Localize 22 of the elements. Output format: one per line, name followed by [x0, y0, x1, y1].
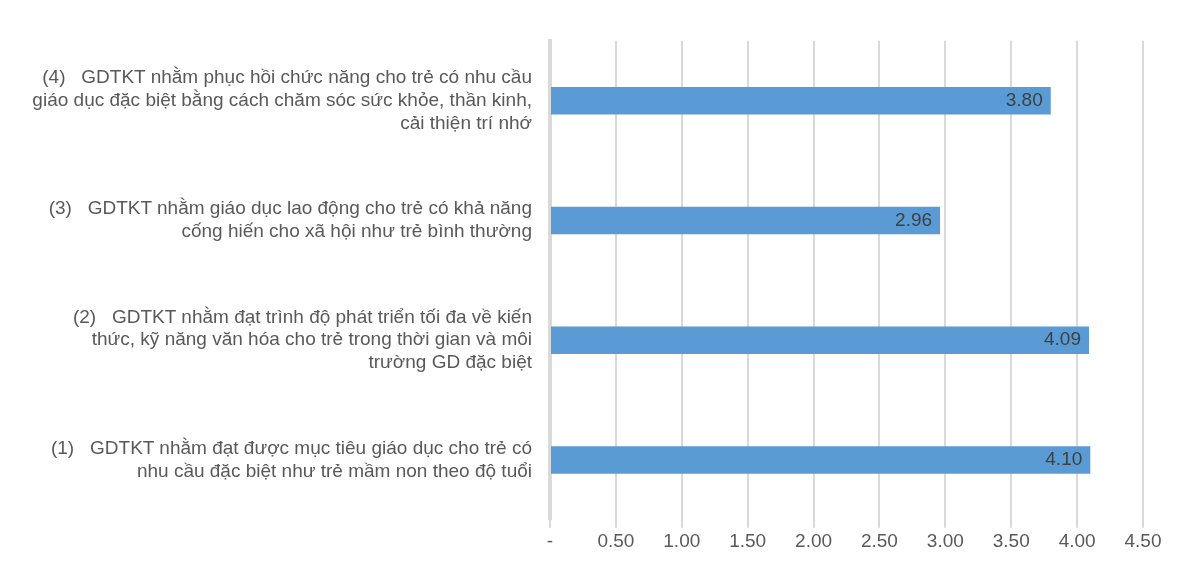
- y-tick-label: (1) GDTKT nhằm đạt được mục tiêu giáo dục cho trẻ có nhu cầu đặc biệt như trẻ mầm non theo độ tuổi: [50, 436, 532, 481]
- bar: [551, 446, 1091, 474]
- x-tick-label: -: [546, 530, 554, 552]
- x-tick-label: 1.00: [663, 530, 701, 552]
- x-tick-label: 4.50: [1124, 530, 1162, 552]
- x-tick-label: 4.00: [1058, 530, 1096, 552]
- x-tick-label: 2.00: [795, 530, 833, 552]
- x-tick-label: 3.00: [926, 530, 964, 552]
- data-label: 4.09: [1043, 328, 1081, 350]
- bar: [551, 206, 941, 235]
- x-tick-label: 3.50: [992, 530, 1030, 552]
- x-tick-label: 2.50: [860, 530, 898, 552]
- bar: [551, 86, 1051, 115]
- y-tick-label: (4) GDTKT nhằm phục hồi chức năng cho trẻ có nhu cầu giáo dục đặc biệt bằng cách chăm sóc sức khỏe, thần kinh, cải thiện trí nhớ: [32, 66, 532, 133]
- x-tick-label: 1.50: [729, 530, 767, 552]
- data-label: 3.80: [1005, 88, 1043, 110]
- y-tick-label: (2) GDTKT nhằm đạt trình độ phát triển tối đa về kiến thức, kỹ năng văn hóa cho trẻ trong thời gian và môi trường GD đặc biệt: [72, 305, 533, 373]
- data-label: 4.10: [1045, 448, 1083, 470]
- data-label: 2.96: [895, 208, 933, 230]
- x-tick-label: 0.50: [597, 530, 635, 552]
- bar: [551, 326, 1089, 354]
- y-tick-label: (3) GDTKT nhằm giáo dục lao động cho trẻ có khả năng cống hiến cho xã hội như trẻ bình thường: [48, 197, 532, 242]
